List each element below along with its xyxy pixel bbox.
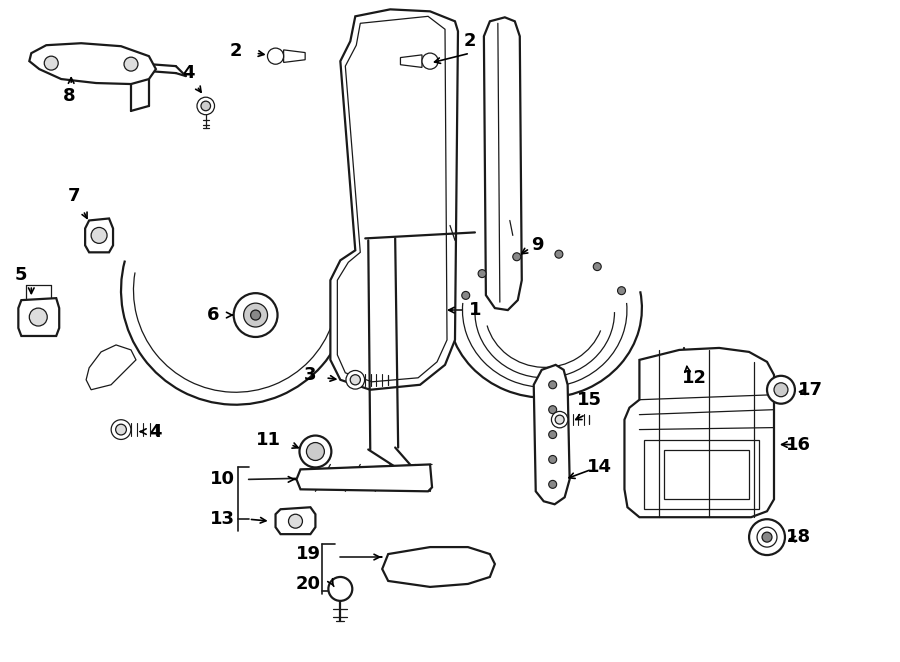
- Text: 6: 6: [206, 306, 219, 324]
- Circle shape: [115, 424, 126, 435]
- Text: 16: 16: [787, 436, 812, 453]
- Polygon shape: [18, 298, 59, 336]
- Text: 15: 15: [577, 391, 602, 408]
- Circle shape: [124, 57, 138, 71]
- Text: 4: 4: [149, 422, 162, 441]
- Circle shape: [328, 577, 352, 601]
- Polygon shape: [86, 345, 136, 390]
- Text: 7: 7: [68, 187, 80, 205]
- Circle shape: [462, 291, 470, 299]
- Circle shape: [762, 532, 772, 542]
- Text: 12: 12: [681, 369, 706, 387]
- Circle shape: [513, 253, 521, 261]
- Circle shape: [289, 514, 302, 528]
- Circle shape: [593, 263, 601, 271]
- Circle shape: [197, 97, 214, 115]
- Circle shape: [478, 269, 486, 277]
- Circle shape: [767, 376, 795, 404]
- Text: 4: 4: [183, 64, 195, 82]
- Polygon shape: [284, 50, 305, 62]
- Text: 1: 1: [469, 301, 482, 319]
- Circle shape: [234, 293, 277, 337]
- Circle shape: [306, 442, 324, 461]
- Polygon shape: [86, 218, 113, 252]
- Text: 2: 2: [230, 42, 242, 60]
- Text: 11: 11: [256, 430, 281, 449]
- Circle shape: [250, 310, 261, 320]
- Circle shape: [555, 250, 562, 258]
- Polygon shape: [534, 365, 570, 504]
- Polygon shape: [625, 348, 774, 517]
- Text: 17: 17: [798, 381, 824, 399]
- Polygon shape: [275, 507, 315, 534]
- Circle shape: [91, 228, 107, 244]
- Circle shape: [549, 455, 557, 463]
- Circle shape: [774, 383, 788, 397]
- Circle shape: [549, 381, 557, 389]
- Circle shape: [44, 56, 58, 70]
- Text: 8: 8: [63, 87, 76, 105]
- Circle shape: [749, 519, 785, 555]
- Circle shape: [201, 101, 211, 111]
- Circle shape: [555, 415, 564, 424]
- Circle shape: [549, 481, 557, 489]
- Circle shape: [549, 406, 557, 414]
- Polygon shape: [484, 17, 522, 310]
- Circle shape: [346, 371, 365, 389]
- Text: 20: 20: [296, 575, 321, 593]
- Text: 2: 2: [464, 32, 476, 50]
- Text: 14: 14: [587, 458, 612, 477]
- Text: 9: 9: [532, 236, 544, 254]
- Text: 13: 13: [211, 510, 235, 528]
- Text: 3: 3: [304, 366, 317, 384]
- Circle shape: [552, 411, 568, 428]
- Polygon shape: [30, 43, 156, 84]
- Circle shape: [267, 48, 284, 64]
- Polygon shape: [330, 9, 458, 390]
- Circle shape: [617, 287, 626, 295]
- Circle shape: [350, 375, 360, 385]
- Polygon shape: [400, 55, 422, 68]
- Circle shape: [300, 436, 331, 467]
- Text: 18: 18: [787, 528, 812, 546]
- Circle shape: [549, 430, 557, 438]
- Text: 5: 5: [15, 266, 28, 284]
- Text: 10: 10: [211, 471, 235, 489]
- Polygon shape: [382, 547, 495, 587]
- Polygon shape: [296, 465, 432, 491]
- Circle shape: [422, 53, 438, 70]
- Text: 19: 19: [296, 545, 321, 563]
- Circle shape: [30, 308, 47, 326]
- Circle shape: [244, 303, 267, 327]
- Circle shape: [111, 420, 130, 440]
